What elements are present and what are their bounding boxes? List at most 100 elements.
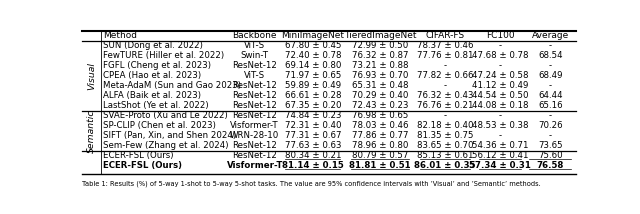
Text: 47.68 ± 0.78: 47.68 ± 0.78 [472,51,529,60]
Text: 77.76 ± 0.81: 77.76 ± 0.81 [417,51,473,60]
Text: SIFT (Pan, Xin, and Shen 2024): SIFT (Pan, Xin, and Shen 2024) [103,131,236,140]
Text: 57.34 ± 0.31: 57.34 ± 0.31 [469,161,531,171]
Text: FewTURE (Hiller et al. 2022): FewTURE (Hiller et al. 2022) [103,51,225,60]
Text: 44.54 ± 0.50: 44.54 ± 0.50 [472,91,529,100]
Text: 78.03 ± 0.46: 78.03 ± 0.46 [352,121,408,130]
Text: Backbone: Backbone [232,31,277,40]
Text: Visformer-T: Visformer-T [227,161,283,171]
Text: MiniImageNet: MiniImageNet [281,31,344,40]
Text: 76.58: 76.58 [537,161,564,171]
Text: Swin-T: Swin-T [241,51,269,60]
Text: 65.31 ± 0.48: 65.31 ± 0.48 [352,81,408,90]
Text: 76.76 ± 0.21: 76.76 ± 0.21 [417,101,473,110]
Text: 56.12 ± 0.41: 56.12 ± 0.41 [472,152,529,160]
Text: ResNet-12: ResNet-12 [232,101,277,110]
Text: 69.14 ± 0.80: 69.14 ± 0.80 [285,61,341,70]
Text: -: - [549,81,552,90]
Text: TieredImageNet: TieredImageNet [344,31,417,40]
Text: 70.29 ± 0.40: 70.29 ± 0.40 [352,91,408,100]
Text: 72.99 ± 0.50: 72.99 ± 0.50 [352,41,408,50]
Text: 47.24 ± 0.58: 47.24 ± 0.58 [472,71,529,80]
Text: 76.32 ± 0.87: 76.32 ± 0.87 [352,51,408,60]
Text: 80.34 ± 0.21: 80.34 ± 0.21 [285,152,341,160]
Text: 72.40 ± 0.78: 72.40 ± 0.78 [285,51,341,60]
Text: ECER-FSL (Ours): ECER-FSL (Ours) [103,161,182,171]
Text: LastShot (Ye et al. 2022): LastShot (Ye et al. 2022) [103,101,209,110]
Text: -: - [549,41,552,50]
Text: Sem-Few (Zhang et al. 2024): Sem-Few (Zhang et al. 2024) [103,141,229,150]
Text: 83.65 ± 0.70: 83.65 ± 0.70 [417,141,473,150]
Text: ResNet-12: ResNet-12 [232,61,277,70]
Text: 76.32 ± 0.43: 76.32 ± 0.43 [417,91,473,100]
Text: -: - [499,111,502,120]
Text: 66.61 ± 0.28: 66.61 ± 0.28 [285,91,341,100]
Text: 85.13 ± 0.61: 85.13 ± 0.61 [417,152,473,160]
Text: ResNet-12: ResNet-12 [232,91,277,100]
Text: FC100: FC100 [486,31,515,40]
Text: -: - [499,131,502,140]
Text: ResNet-12: ResNet-12 [232,141,277,150]
Text: 67.35 ± 0.20: 67.35 ± 0.20 [285,101,341,110]
Text: 77.63 ± 0.63: 77.63 ± 0.63 [285,141,341,150]
Text: SVAE-Proto (Xu and Le 2022): SVAE-Proto (Xu and Le 2022) [103,111,228,120]
Text: 54.36 ± 0.71: 54.36 ± 0.71 [472,141,529,150]
Text: SP-CLIP (Chen et al. 2023): SP-CLIP (Chen et al. 2023) [103,121,216,130]
Text: ViT-S: ViT-S [244,41,266,50]
Text: 76.98 ± 0.65: 76.98 ± 0.65 [352,111,408,120]
Text: Table 1: Results (%) of 5-way 1-shot to 5-way 5-shot tasks. The value are 95% co: Table 1: Results (%) of 5-way 1-shot to … [83,181,541,187]
Text: 72.31 ± 0.40: 72.31 ± 0.40 [285,121,341,130]
Text: 78.37 ± 0.46: 78.37 ± 0.46 [417,41,473,50]
Text: SUN (Dong et al. 2022): SUN (Dong et al. 2022) [103,41,203,50]
Text: 80.79 ± 0.57: 80.79 ± 0.57 [352,152,408,160]
Text: ALFA (Baik et al. 2023): ALFA (Baik et al. 2023) [103,91,202,100]
Text: 77.82 ± 0.66: 77.82 ± 0.66 [417,71,473,80]
Text: ResNet-12: ResNet-12 [232,81,277,90]
Text: -: - [499,41,502,50]
Text: Meta-AdaM (Sun and Gao 2023): Meta-AdaM (Sun and Gao 2023) [103,81,241,90]
Text: -: - [444,81,447,90]
Text: 70.26: 70.26 [538,121,563,130]
Text: 73.21 ± 0.88: 73.21 ± 0.88 [352,61,408,70]
Text: 68.54: 68.54 [538,51,563,60]
Text: WRN-28-10: WRN-28-10 [230,131,280,140]
Text: 65.16: 65.16 [538,101,563,110]
Text: FGFL (Cheng et al. 2023): FGFL (Cheng et al. 2023) [103,61,211,70]
Text: ViT-S: ViT-S [244,71,266,80]
Text: 77.86 ± 0.77: 77.86 ± 0.77 [352,131,408,140]
Text: 71.97 ± 0.65: 71.97 ± 0.65 [285,71,341,80]
Text: CPEA (Hao et al. 2023): CPEA (Hao et al. 2023) [103,71,202,80]
Text: 82.18 ± 0.40: 82.18 ± 0.40 [417,121,473,130]
Text: Visual: Visual [88,62,97,90]
Text: -: - [444,111,447,120]
Text: -: - [549,111,552,120]
Text: 81.35 ± 0.75: 81.35 ± 0.75 [417,131,473,140]
Text: 74.84 ± 0.23: 74.84 ± 0.23 [285,111,341,120]
Text: ResNet-12: ResNet-12 [232,111,277,120]
Text: 44.08 ± 0.18: 44.08 ± 0.18 [472,101,529,110]
Text: 81.81 ± 0.51: 81.81 ± 0.51 [349,161,411,171]
Text: 64.44: 64.44 [538,91,563,100]
Text: CIFAR-FS: CIFAR-FS [426,31,465,40]
Text: 59.89 ± 0.49: 59.89 ± 0.49 [285,81,341,90]
Text: 73.65: 73.65 [538,141,563,150]
Text: -: - [444,61,447,70]
Text: Visformer-T: Visformer-T [230,121,279,130]
Text: 48.53 ± 0.38: 48.53 ± 0.38 [472,121,529,130]
Text: Semantic: Semantic [88,109,97,153]
Text: Average: Average [532,31,569,40]
Text: 75.60: 75.60 [538,152,563,160]
Text: -: - [549,131,552,140]
Text: ResNet-12: ResNet-12 [232,152,277,160]
Text: 72.43 ± 0.23: 72.43 ± 0.23 [352,101,408,110]
Text: 68.49: 68.49 [538,71,563,80]
Text: 77.31 ± 0.67: 77.31 ± 0.67 [285,131,341,140]
Text: 86.01 ± 0.35: 86.01 ± 0.35 [414,161,476,171]
Text: 78.96 ± 0.80: 78.96 ± 0.80 [352,141,408,150]
Text: -: - [549,61,552,70]
Text: ECER-FSL (Ours): ECER-FSL (Ours) [103,152,174,160]
Text: 67.80 ± 0.45: 67.80 ± 0.45 [285,41,341,50]
Text: 41.12 ± 0.49: 41.12 ± 0.49 [472,81,529,90]
Text: -: - [499,61,502,70]
Text: 81.14 ± 0.15: 81.14 ± 0.15 [282,161,344,171]
Text: 76.93 ± 0.70: 76.93 ± 0.70 [352,71,408,80]
